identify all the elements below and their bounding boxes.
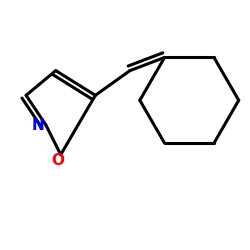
Text: N: N: [32, 118, 45, 132]
Text: O: O: [52, 153, 65, 168]
